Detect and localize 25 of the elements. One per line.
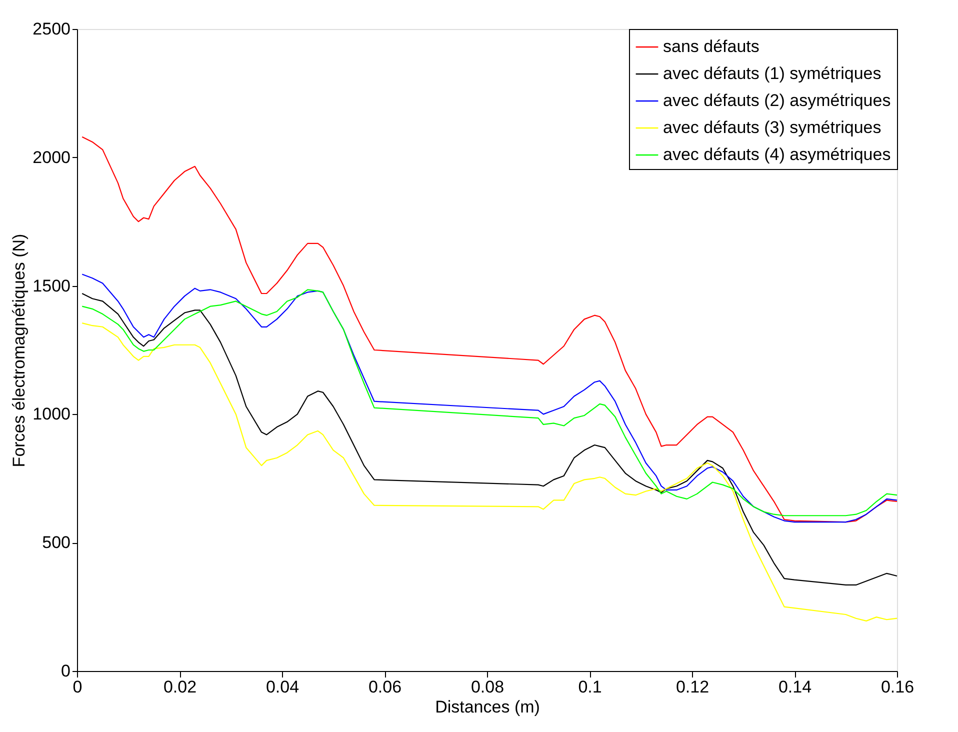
- legend-label: avec défauts (3) symétriques: [663, 118, 882, 137]
- x-tick-label: 0.14: [778, 678, 812, 696]
- legend-label: avec défauts (2) asymétriques: [663, 91, 891, 110]
- y-tick-label: 1500: [32, 276, 70, 296]
- x-tick-label: 0.16: [880, 678, 914, 696]
- y-tick-label: 2000: [32, 148, 70, 167]
- line-series: [82, 322, 898, 622]
- legend-label: avec défauts (1) symétriques: [663, 64, 882, 83]
- line-series: [82, 136, 898, 523]
- y-tick-label: 0: [61, 662, 70, 680]
- y-tick-label: 1000: [32, 404, 70, 424]
- y-tick-label: 500: [42, 533, 70, 552]
- legend-label: avec défauts (4) asymétriques: [663, 145, 891, 164]
- y-tick-label: 2500: [32, 20, 70, 38]
- x-tick-label: 0: [72, 678, 82, 696]
- x-tick-label: 0.12: [676, 678, 710, 696]
- x-axis-title: Distances (m): [435, 698, 540, 716]
- x-tick-label: 0.06: [368, 678, 402, 696]
- legend-label: sans défauts: [663, 37, 760, 56]
- x-tick-label: 0.08: [470, 678, 504, 696]
- line-series: [82, 292, 898, 586]
- x-tick-label: 0.02: [163, 678, 197, 696]
- y-axis-title: Forces électromagnétiques (N): [10, 234, 29, 468]
- x-tick-label: 0.1: [578, 678, 602, 696]
- x-tick-label: 0.04: [266, 678, 300, 696]
